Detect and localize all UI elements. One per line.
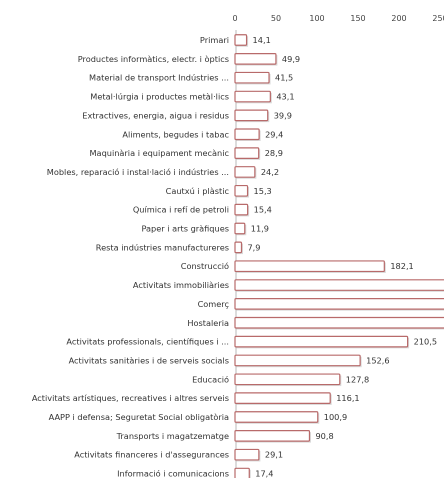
bar [235, 468, 249, 478]
category-label: Aliments, begudes i tabac [122, 129, 229, 139]
bar [235, 204, 248, 215]
bar [235, 318, 444, 329]
category-label: Transports i magatzematge [116, 431, 229, 441]
value-label: 14,1 [253, 35, 271, 45]
bar [235, 91, 270, 102]
bar [235, 336, 408, 347]
category-label: Extractives, energia, aigua i residus [82, 110, 229, 120]
bar [235, 449, 259, 460]
bar [235, 242, 241, 253]
value-label: 100,9 [324, 412, 347, 422]
value-label: 39,9 [274, 110, 292, 120]
x-tick-label: 200 [391, 14, 406, 23]
category-label: Hostaleria [187, 318, 229, 328]
category-label: Metal·lúrgia i productes metàl·lics [90, 92, 229, 102]
value-label: 152,6 [366, 355, 389, 365]
category-label: Mobles, reparació i instal·lació i indús… [47, 167, 229, 177]
value-label: 49,9 [282, 54, 300, 64]
value-label: 17,4 [255, 469, 273, 478]
bar [235, 431, 309, 442]
category-label: Construcció [181, 261, 229, 271]
category-label: Activitats financeres i d'assegurances [74, 450, 229, 460]
value-label: 24,2 [261, 167, 279, 177]
x-tick-label: 100 [309, 14, 324, 23]
value-label: 127,8 [346, 374, 369, 384]
bars-layer: Primari 14,1 Productes informàtics, electr… [32, 35, 444, 478]
bar [235, 186, 248, 197]
x-tick-label: 0 [232, 14, 237, 23]
value-label: 116,1 [336, 393, 359, 403]
category-label: Cautxú i plàstic [166, 186, 229, 196]
category-label: Activitats professionals, científiques i… [66, 337, 229, 347]
bar [235, 280, 444, 291]
bar [235, 412, 318, 423]
bar [235, 393, 330, 404]
category-label: Material de transport Indústries ... [89, 73, 229, 83]
category-label: AAPP i defensa; Seguretat Social obligat… [49, 412, 229, 422]
value-label: 210,5 [414, 337, 437, 347]
category-label: Productes informàtics, electr. i òptics [78, 54, 229, 64]
x-tick-label: 50 [271, 14, 281, 23]
bar [235, 35, 247, 46]
category-label: Activitats immobiliàries [133, 280, 229, 290]
bar [235, 72, 269, 83]
category-label: Informació i comunicacions [117, 469, 229, 478]
bar [235, 110, 268, 121]
bar [235, 374, 340, 385]
value-label: 7,9 [247, 242, 260, 252]
bar [235, 299, 444, 310]
value-label: 28,9 [265, 148, 283, 158]
value-label: 29,4 [265, 129, 283, 139]
bar [235, 167, 255, 178]
bar [235, 148, 259, 159]
category-label: Educació [192, 374, 229, 384]
category-label: Primari [200, 35, 229, 45]
value-label: 29,1 [265, 450, 283, 460]
value-label: 15,3 [254, 186, 272, 196]
value-label: 11,9 [251, 224, 269, 234]
value-label: 15,4 [254, 205, 272, 215]
category-label: Química i refí de petroli [133, 205, 229, 215]
value-label: 43,1 [276, 92, 294, 102]
value-label: 182,1 [390, 261, 413, 271]
category-label: Paper i arts gràfiques [141, 224, 229, 234]
x-tick-label: 250 [432, 14, 444, 23]
value-label: 41,5 [275, 73, 293, 83]
bar [235, 223, 245, 234]
category-label: Resta indústries manufactureres [96, 242, 229, 252]
value-label: 90,8 [315, 431, 333, 441]
category-label: Maquinària i equipament mecànic [89, 148, 229, 158]
bar [235, 54, 276, 65]
bar [235, 129, 259, 140]
x-tick-label: 150 [350, 14, 365, 23]
bar [235, 261, 384, 272]
category-label: Comerç [198, 299, 229, 309]
category-label: Activitats artístiques, recreatives i al… [32, 393, 229, 403]
category-label: Activitats sanitàries i de serveis socia… [69, 355, 229, 365]
bar [235, 355, 360, 366]
